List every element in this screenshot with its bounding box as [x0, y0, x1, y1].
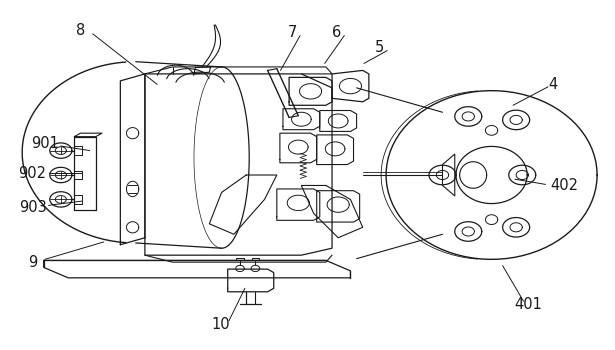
Text: 10: 10 [211, 317, 229, 332]
Text: 902: 902 [18, 166, 47, 181]
Text: 9: 9 [28, 255, 38, 270]
Text: 6: 6 [332, 25, 341, 40]
Text: 4: 4 [549, 77, 558, 92]
Text: 903: 903 [18, 199, 47, 215]
Text: 7: 7 [287, 25, 297, 40]
Text: 8: 8 [76, 23, 85, 38]
Text: 5: 5 [375, 40, 384, 55]
Text: 401: 401 [515, 297, 542, 312]
Text: 901: 901 [31, 136, 59, 151]
Text: 402: 402 [550, 178, 578, 193]
